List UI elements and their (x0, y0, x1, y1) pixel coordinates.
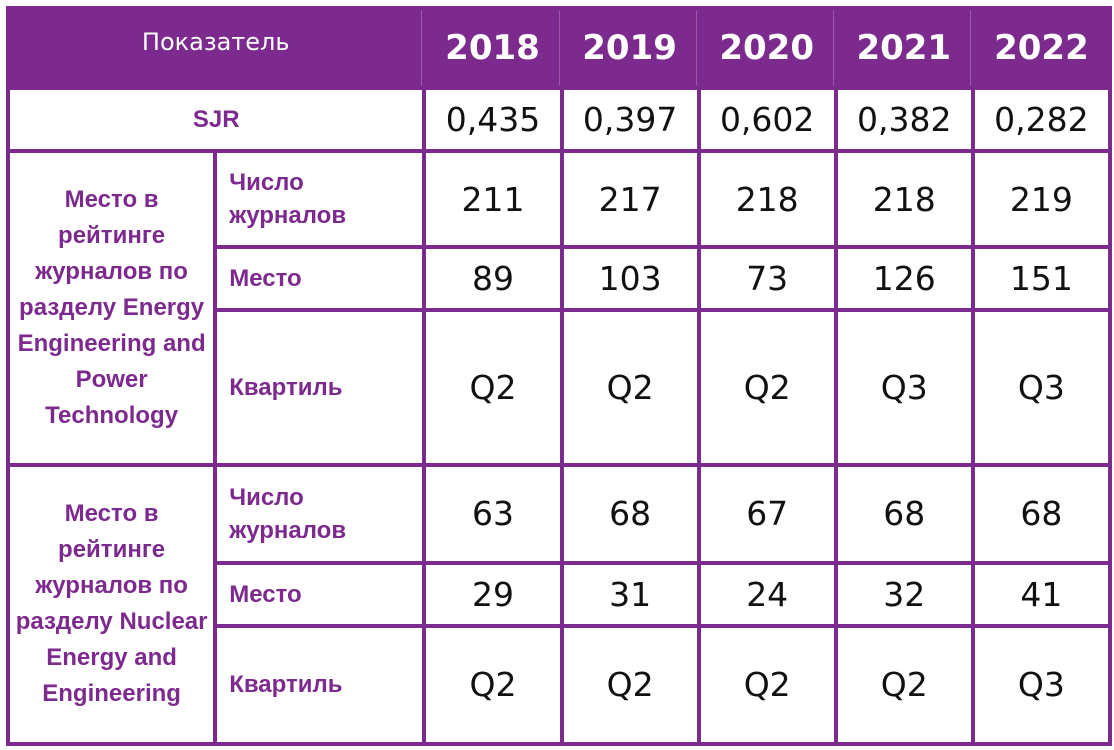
indicators-table-frame: Показатель 2018 2019 2020 2021 2022 SJR … (6, 6, 1112, 746)
row-label: Число журналов (217, 466, 423, 561)
table-cell: Q2 (837, 627, 971, 742)
table-cell: 218 (837, 153, 971, 245)
table-cell: Q3 (974, 627, 1108, 742)
table-cell: Q2 (700, 312, 834, 463)
table-cell: 217 (563, 153, 697, 245)
table-cell: 41 (974, 564, 1108, 624)
table-cell: Q3 (837, 312, 971, 463)
table-cell: Q3 (974, 312, 1108, 463)
table-row: Место 29 31 24 32 41 (10, 564, 1108, 624)
table-cell: 32 (837, 564, 971, 624)
year-header: 2020 (700, 10, 834, 86)
table-cell: 218 (700, 153, 834, 245)
table-cell: 68 (837, 466, 971, 561)
row-label: Квартиль (217, 312, 423, 463)
table-cell: Q2 (426, 312, 560, 463)
indicators-table: Показатель 2018 2019 2020 2021 2022 SJR … (6, 6, 1112, 746)
table-cell: 31 (563, 564, 697, 624)
table-cell: 89 (426, 248, 560, 308)
row-label: Место (217, 564, 423, 624)
table-cell: 24 (700, 564, 834, 624)
sjr-row: SJR 0,435 0,397 0,602 0,382 0,282 (10, 90, 1108, 150)
table-cell: Q2 (700, 627, 834, 742)
sjr-value: 0,435 (426, 90, 560, 150)
table-cell: 63 (426, 466, 560, 561)
sjr-value: 0,382 (837, 90, 971, 150)
sjr-value: 0,282 (974, 90, 1108, 150)
group-label: Место в рейтинге журналов по разделу Ene… (10, 153, 214, 463)
year-header: 2021 (837, 10, 971, 86)
sjr-label: SJR (10, 90, 423, 150)
table-cell: 67 (700, 466, 834, 561)
indicator-header: Показатель (10, 10, 423, 86)
table-cell: 68 (563, 466, 697, 561)
table-cell: 151 (974, 248, 1108, 308)
table-cell: 73 (700, 248, 834, 308)
table-cell: Q2 (563, 312, 697, 463)
row-label: Число журналов (217, 153, 423, 245)
table-row: Место в рейтинге журналов по разделу Ene… (10, 153, 1108, 463)
table-row: Квартиль Q2 Q2 Q2 Q3 Q3 (10, 312, 1108, 463)
table-cell: 29 (426, 564, 560, 624)
year-header: 2019 (563, 10, 697, 86)
year-header: 2022 (974, 10, 1108, 86)
sjr-value: 0,397 (563, 90, 697, 150)
table-cell: 211 (426, 153, 560, 245)
row-label: Место (217, 248, 423, 308)
table-row: Место 89 103 73 126 151 (10, 248, 1108, 308)
table-cell: 103 (563, 248, 697, 308)
table-cell: Q2 (426, 627, 560, 742)
table-cell: 126 (837, 248, 971, 308)
sjr-value: 0,602 (700, 90, 834, 150)
table-cell: 68 (974, 466, 1108, 561)
header-row: Показатель 2018 2019 2020 2021 2022 (10, 10, 1108, 86)
table-row: Квартиль Q2 Q2 Q2 Q2 Q3 (10, 627, 1108, 742)
group-label: Место в рейтинге журналов по разделу Nuc… (10, 466, 214, 742)
year-header: 2018 (426, 10, 560, 86)
row-label: Квартиль (217, 627, 423, 742)
table-cell: 219 (974, 153, 1108, 245)
table-cell: Q2 (563, 627, 697, 742)
table-row: Место в рейтинге журналов по разделу Nuc… (10, 466, 1108, 742)
